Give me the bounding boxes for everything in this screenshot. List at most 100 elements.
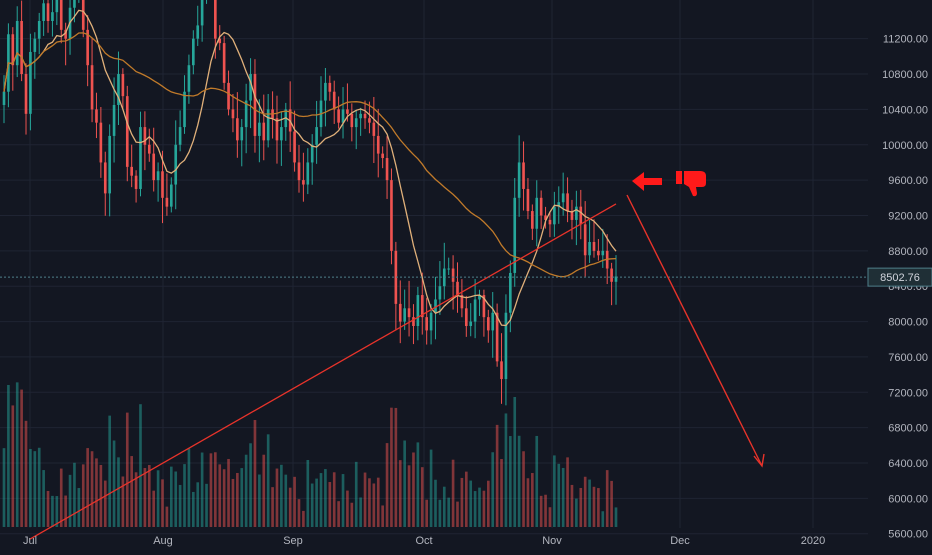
candle-body xyxy=(579,206,583,225)
candle-body xyxy=(112,104,116,136)
volume-bar xyxy=(337,501,340,527)
volume-bar xyxy=(222,469,226,527)
volume-bar xyxy=(504,413,508,527)
candle-body xyxy=(346,109,349,114)
candle-body xyxy=(81,0,85,30)
candle-body xyxy=(240,127,244,141)
candle-body xyxy=(434,299,437,313)
volume-bar xyxy=(297,499,301,527)
volume-bar xyxy=(249,443,252,527)
volume-bar xyxy=(306,460,310,527)
volume-bar xyxy=(579,487,583,527)
candle-body xyxy=(117,74,120,105)
volume-bar xyxy=(451,459,455,527)
candle-body xyxy=(486,317,490,331)
candle-body xyxy=(500,361,503,380)
candle-body xyxy=(293,131,296,163)
candle-body xyxy=(522,162,525,189)
price-tick-label: 8000.00 xyxy=(888,317,928,329)
volume-bar xyxy=(376,477,380,527)
volume-bar xyxy=(7,384,10,527)
volume-bar xyxy=(438,499,442,527)
volume-bar xyxy=(557,463,561,527)
current-price-tag[interactable] xyxy=(867,267,932,287)
volume-bar xyxy=(407,465,411,527)
candle-body xyxy=(95,109,98,123)
volume-bar xyxy=(456,501,459,527)
volume-bar xyxy=(196,482,200,527)
volume-bar xyxy=(99,464,103,527)
price-tick-label: 10000.00 xyxy=(882,140,928,152)
volume-bar xyxy=(315,478,318,527)
time-tick-label: Dec xyxy=(670,535,690,547)
candle-body xyxy=(376,135,380,154)
volume-bar xyxy=(134,472,138,527)
volume-bar xyxy=(319,473,323,527)
candle-body xyxy=(64,29,67,39)
volume-bar xyxy=(583,476,587,527)
volume-bar xyxy=(381,505,384,527)
candle-body xyxy=(275,118,279,141)
volume-bar xyxy=(412,452,415,527)
volume-bar xyxy=(517,435,521,527)
moving-averages xyxy=(3,9,617,540)
candle-body xyxy=(125,96,129,167)
volume-bar xyxy=(178,484,182,527)
candle-body xyxy=(328,82,332,92)
volume-bar xyxy=(24,420,28,527)
candle-body xyxy=(2,91,6,105)
volume-bar xyxy=(539,495,543,527)
candle-body xyxy=(139,127,142,189)
volume-bar xyxy=(605,470,609,527)
volume-bar xyxy=(588,479,591,527)
volume-bar xyxy=(95,458,98,527)
candle-body xyxy=(570,211,574,220)
volume-bar xyxy=(59,468,63,527)
volume-bar xyxy=(350,502,354,527)
time-tick-label: Jul xyxy=(23,535,37,547)
volume-bar xyxy=(420,467,424,527)
candle-body xyxy=(482,295,486,318)
candle-body xyxy=(29,51,32,114)
volume-bar xyxy=(73,462,76,527)
volume-bar xyxy=(205,483,208,527)
volume-bar xyxy=(363,472,367,527)
price-tick-label: 11200.00 xyxy=(883,34,928,46)
time-tick-label: Sep xyxy=(283,535,303,547)
time-axis[interactable]: Jul Aug Sep Oct Nov Dec 2020 xyxy=(23,535,825,547)
candle-body xyxy=(42,3,45,21)
candle-body xyxy=(566,193,569,212)
volume-bar xyxy=(231,478,235,527)
volume-bar xyxy=(117,457,120,527)
volume-bar xyxy=(139,404,142,527)
volume-bars xyxy=(2,382,618,527)
volume-bar xyxy=(385,443,389,527)
candle-body xyxy=(539,197,543,216)
candle-body xyxy=(597,250,600,256)
candle-body xyxy=(478,295,481,300)
candle-body xyxy=(253,74,257,136)
current-price-label: 8502.76 xyxy=(880,272,920,284)
volume-bar xyxy=(33,451,37,527)
candle-body xyxy=(407,308,411,318)
candle-body xyxy=(412,317,415,326)
candle-body xyxy=(575,206,578,220)
volume-bar xyxy=(236,472,239,527)
candle-body xyxy=(509,272,512,313)
candle-body xyxy=(174,144,178,185)
volume-bar xyxy=(90,451,94,527)
volume-bar xyxy=(271,487,274,527)
candle-body xyxy=(337,109,340,123)
volume-bar xyxy=(293,476,296,527)
volume-bar xyxy=(161,479,164,527)
candle-body xyxy=(495,312,499,362)
price-axis[interactable]: 11200.00 10800.00 10400.00 10000.00 9600.00 9… xyxy=(867,34,932,541)
volume-bar xyxy=(253,420,257,527)
volume-bar xyxy=(478,487,481,527)
candle-body xyxy=(258,122,261,136)
volume-bar xyxy=(566,457,569,527)
candle-body xyxy=(310,144,314,163)
volume-bar xyxy=(372,483,376,527)
